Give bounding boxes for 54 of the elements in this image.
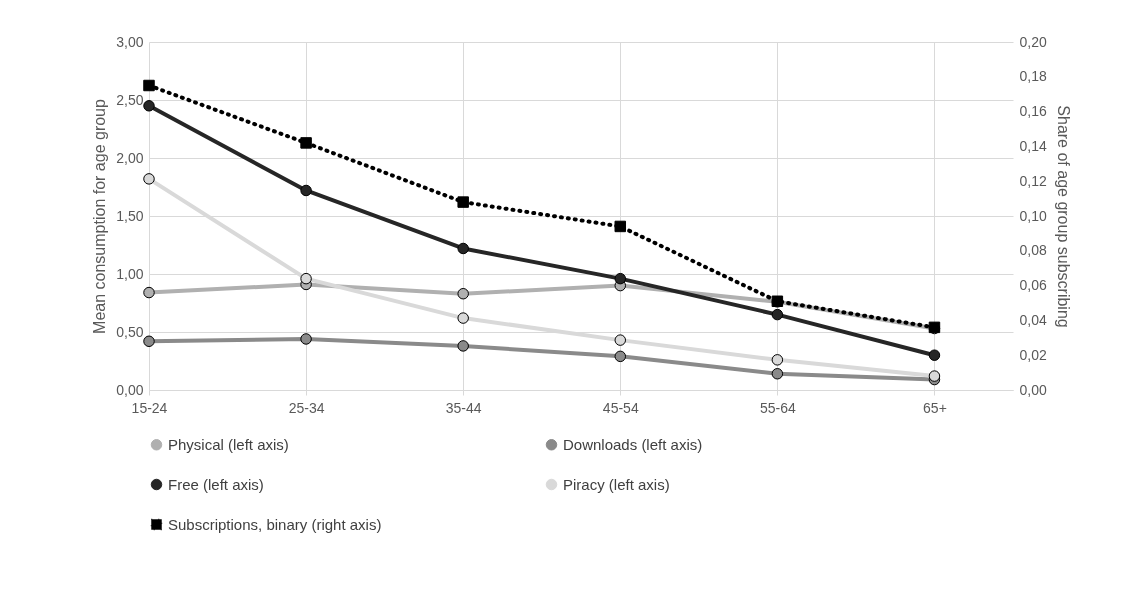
y-tick-label: 0,00 bbox=[116, 381, 144, 398]
y-tick-label: 2,50 bbox=[116, 91, 144, 108]
y-tick-label: 3,00 bbox=[116, 33, 144, 50]
point bbox=[457, 287, 469, 300]
y-tick-label: 2,00 bbox=[116, 149, 144, 166]
x-tick-label: 45-54 bbox=[602, 399, 639, 416]
legend-label: Piracy (left axis) bbox=[563, 475, 670, 493]
legend-label: Physical (left axis) bbox=[168, 435, 289, 453]
point bbox=[771, 308, 784, 321]
y2-tick-label: 0,08 bbox=[1019, 242, 1047, 259]
y2-axis-title: Share of age group subscribing bbox=[1054, 105, 1072, 328]
legend-label: Downloads (left axis) bbox=[563, 435, 703, 453]
point bbox=[300, 137, 312, 149]
y2-tick-label: 0,18 bbox=[1019, 68, 1047, 85]
point bbox=[300, 333, 312, 345]
y-axis-title: Mean consumption for age group bbox=[91, 98, 109, 334]
y2-tick-label: 0,20 bbox=[1019, 33, 1047, 50]
x-tick-label: 35-44 bbox=[445, 399, 482, 416]
legend-label: Subscriptions, binary (right axis) bbox=[168, 515, 382, 533]
point bbox=[771, 368, 784, 380]
y2-tick-label: 0,04 bbox=[1019, 311, 1047, 328]
y-tick-label: 1,50 bbox=[116, 207, 144, 224]
x-tick-label: 65+ bbox=[923, 399, 947, 416]
point bbox=[143, 100, 155, 112]
point bbox=[614, 334, 627, 346]
point bbox=[928, 370, 941, 382]
legend-label: Free (left axis) bbox=[168, 475, 264, 493]
point bbox=[614, 350, 627, 363]
point bbox=[143, 286, 155, 299]
point bbox=[143, 173, 155, 185]
y2-tick-label: 0,06 bbox=[1019, 277, 1047, 294]
y2-tick-label: 0,14 bbox=[1019, 137, 1047, 154]
x-tick-label: 55-64 bbox=[759, 399, 796, 416]
y-tick-label: 1,00 bbox=[116, 265, 144, 282]
point bbox=[457, 196, 469, 208]
point bbox=[300, 272, 312, 285]
point bbox=[928, 349, 941, 361]
x-tick-label: 25-34 bbox=[288, 399, 325, 416]
point bbox=[143, 79, 155, 92]
point bbox=[614, 272, 627, 285]
y2-tick-label: 0,12 bbox=[1019, 172, 1047, 189]
point bbox=[143, 335, 155, 348]
point bbox=[457, 242, 469, 255]
y2-tick-label: 0,02 bbox=[1019, 346, 1047, 363]
point bbox=[300, 184, 312, 197]
point bbox=[457, 340, 469, 352]
x-tick-label: 15-24 bbox=[131, 399, 168, 416]
y2-tick-label: 0,16 bbox=[1019, 103, 1047, 120]
point bbox=[457, 312, 469, 324]
y2-tick-label: 0,00 bbox=[1019, 381, 1047, 398]
point bbox=[771, 354, 784, 366]
point bbox=[614, 220, 627, 233]
y-tick-label: 0,50 bbox=[116, 323, 144, 340]
y2-tick-label: 0,10 bbox=[1019, 207, 1047, 224]
